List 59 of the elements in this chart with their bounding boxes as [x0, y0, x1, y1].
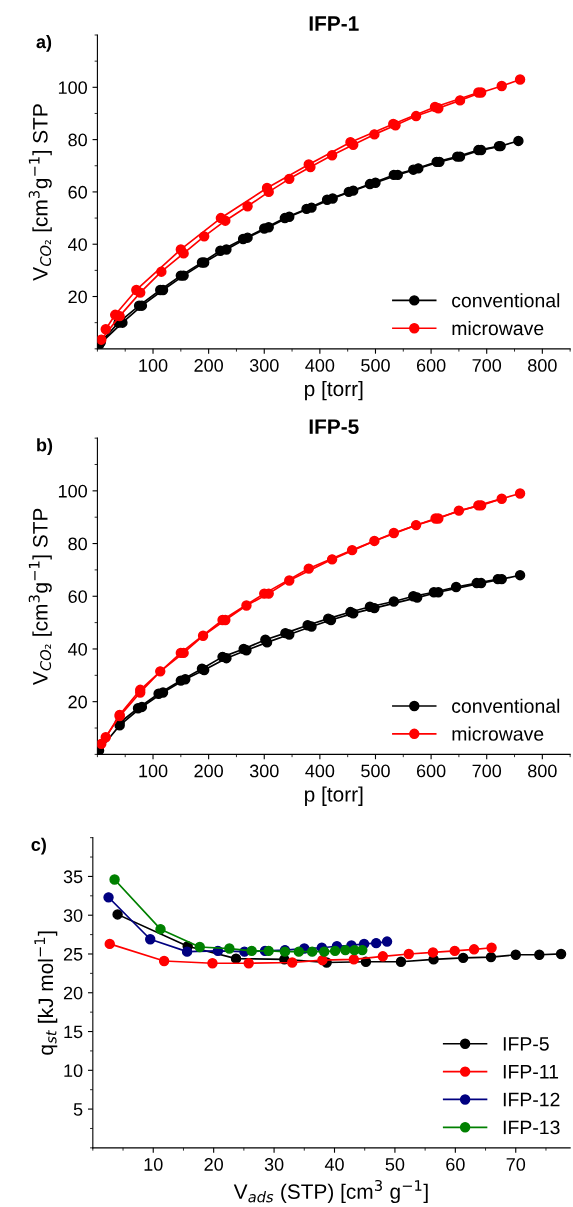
y-tick-label: 20	[68, 290, 87, 304]
text: a)	[36, 35, 52, 52]
x-tick-label: 500	[361, 359, 390, 372]
text: b)	[37, 438, 53, 455]
x-tick-label: 200	[194, 359, 223, 372]
y-tick-label: 15	[64, 1025, 83, 1039]
chart-title: IFP-1	[309, 16, 359, 31]
x-tick-label: 50	[385, 1158, 405, 1171]
x-tick-label: 800	[528, 764, 557, 778]
x-tick-label: 70	[506, 1158, 526, 1171]
y-tick-label: 40	[68, 642, 87, 656]
x-axis-title: p [torr]	[305, 380, 363, 401]
y-axis-title: V$_{CO₂}$ [cm$^{3}$g$^{−1}$] STP	[28, 104, 52, 281]
y-tick-label: 35	[63, 870, 83, 884]
legend-label: microwave	[452, 320, 544, 336]
x-tick-label: 10	[144, 1158, 163, 1171]
y-tick-label: 80	[68, 133, 87, 147]
y-tick-label: 5	[73, 1103, 83, 1116]
text: c)	[31, 837, 46, 855]
legend-label: IFP-12	[503, 1092, 560, 1107]
legend-label: conventional	[452, 293, 560, 308]
legend-label: IFP-13	[503, 1120, 560, 1135]
y-tick-label: 60	[68, 590, 87, 603]
x-tick-label: 300	[249, 764, 279, 778]
x-tick-label: 700	[472, 764, 502, 778]
x-tick-label: 20	[204, 1158, 223, 1171]
x-tick-label: 600	[416, 764, 446, 778]
y-tick-label: 25	[63, 947, 83, 961]
x-axis-title: V$_{ads}$ (STP) [cm$^{3}$ g$^{−1}$]	[233, 1179, 428, 1204]
x-tick-label: 300	[249, 359, 279, 372]
legend-label: IFP-11	[503, 1065, 559, 1079]
x-tick-label: 40	[324, 1158, 344, 1171]
x-tick-label: 100	[139, 764, 168, 778]
x-axis-title: p [torr]	[305, 786, 363, 806]
y-tick-label: 20	[68, 695, 87, 709]
x-tick-label: 800	[528, 359, 557, 372]
legend-label: microwave	[452, 726, 544, 741]
y-axis-title: V$_{CO₂}$ [cm$^{3}$g$^{−1}$] STP	[28, 508, 52, 686]
x-tick-label: 400	[305, 359, 335, 372]
legend-label: IFP-5	[503, 1037, 549, 1051]
chart-title: IFP-5	[309, 419, 359, 435]
y-tick-label: 30	[63, 909, 83, 922]
x-tick-label: 100	[139, 359, 168, 372]
x-tick-label: 60	[446, 1158, 465, 1171]
y-tick-label: 100	[58, 484, 87, 498]
y-tick-label: 20	[63, 986, 83, 1000]
y-tick-label: 60	[68, 185, 87, 199]
y-tick-label: 10	[64, 1064, 83, 1078]
y-tick-label: 80	[68, 537, 87, 551]
x-tick-label: 500	[361, 764, 390, 778]
y-tick-label: 100	[58, 81, 87, 95]
legend-label: conventional	[452, 698, 560, 713]
x-tick-label: 600	[416, 359, 446, 372]
x-tick-label: 400	[305, 764, 335, 778]
x-tick-label: 200	[194, 764, 223, 778]
y-tick-label: 40	[68, 238, 87, 251]
x-tick-label: 700	[472, 359, 502, 372]
y-axis-title: q$_{st}$ [kJ mol$^{−1}$]	[34, 931, 58, 1055]
x-tick-label: 30	[264, 1158, 284, 1171]
